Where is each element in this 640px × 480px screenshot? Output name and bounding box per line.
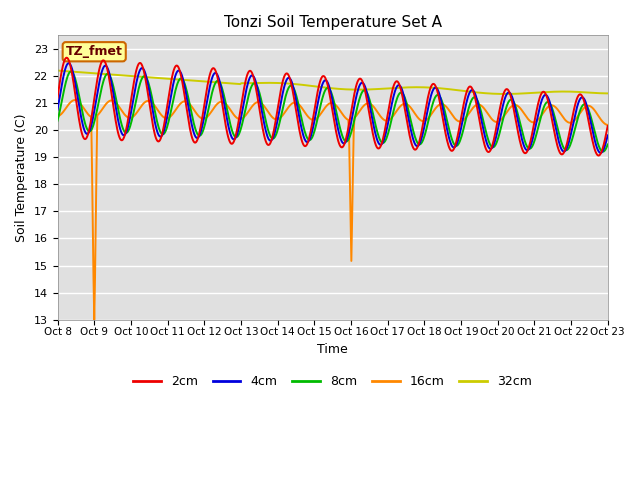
32cm <box>120 72 128 78</box>
8cm <box>400 93 408 99</box>
Line: 8cm: 8cm <box>58 72 608 152</box>
2cm <box>63 55 70 60</box>
2cm <box>417 135 424 141</box>
8cm <box>206 100 214 106</box>
32cm <box>604 91 612 96</box>
8cm <box>599 149 607 155</box>
32cm <box>63 69 71 74</box>
16cm <box>207 110 214 116</box>
X-axis label: Time: Time <box>317 343 348 356</box>
2cm <box>65 56 72 62</box>
2cm <box>177 72 184 77</box>
16cm <box>417 118 425 123</box>
8cm <box>177 76 184 82</box>
32cm <box>176 77 184 83</box>
2cm <box>121 132 129 138</box>
16cm <box>90 317 98 323</box>
Line: 16cm: 16cm <box>58 100 608 320</box>
Legend: 2cm, 4cm, 8cm, 16cm, 32cm: 2cm, 4cm, 8cm, 16cm, 32cm <box>129 370 537 393</box>
8cm <box>63 74 71 80</box>
4cm <box>206 84 214 90</box>
8cm <box>417 142 424 147</box>
16cm <box>122 113 129 119</box>
16cm <box>71 97 79 103</box>
32cm <box>501 91 509 97</box>
4cm <box>121 132 129 138</box>
Line: 4cm: 4cm <box>58 63 608 153</box>
4cm <box>597 150 605 156</box>
8cm <box>67 69 75 74</box>
4cm <box>604 132 612 138</box>
4cm <box>63 61 71 67</box>
2cm <box>400 102 408 108</box>
Text: TZ_fmet: TZ_fmet <box>66 45 123 58</box>
2cm <box>604 123 612 129</box>
8cm <box>604 142 612 147</box>
8cm <box>54 118 61 123</box>
Line: 32cm: 32cm <box>58 71 608 94</box>
2cm <box>206 72 214 78</box>
16cm <box>604 122 612 128</box>
32cm <box>415 84 423 90</box>
32cm <box>54 68 61 73</box>
2cm <box>595 153 602 158</box>
4cm <box>400 94 408 100</box>
4cm <box>177 70 184 75</box>
Y-axis label: Soil Temperature (C): Soil Temperature (C) <box>15 113 28 242</box>
16cm <box>178 100 186 106</box>
4cm <box>417 139 424 145</box>
32cm <box>205 79 213 84</box>
8cm <box>121 129 129 135</box>
16cm <box>54 113 61 119</box>
2cm <box>54 95 61 100</box>
4cm <box>54 107 61 113</box>
Line: 2cm: 2cm <box>58 58 608 156</box>
4cm <box>65 60 73 66</box>
16cm <box>401 101 409 107</box>
16cm <box>63 103 71 109</box>
32cm <box>399 84 407 90</box>
Title: Tonzi Soil Temperature Set A: Tonzi Soil Temperature Set A <box>223 15 442 30</box>
